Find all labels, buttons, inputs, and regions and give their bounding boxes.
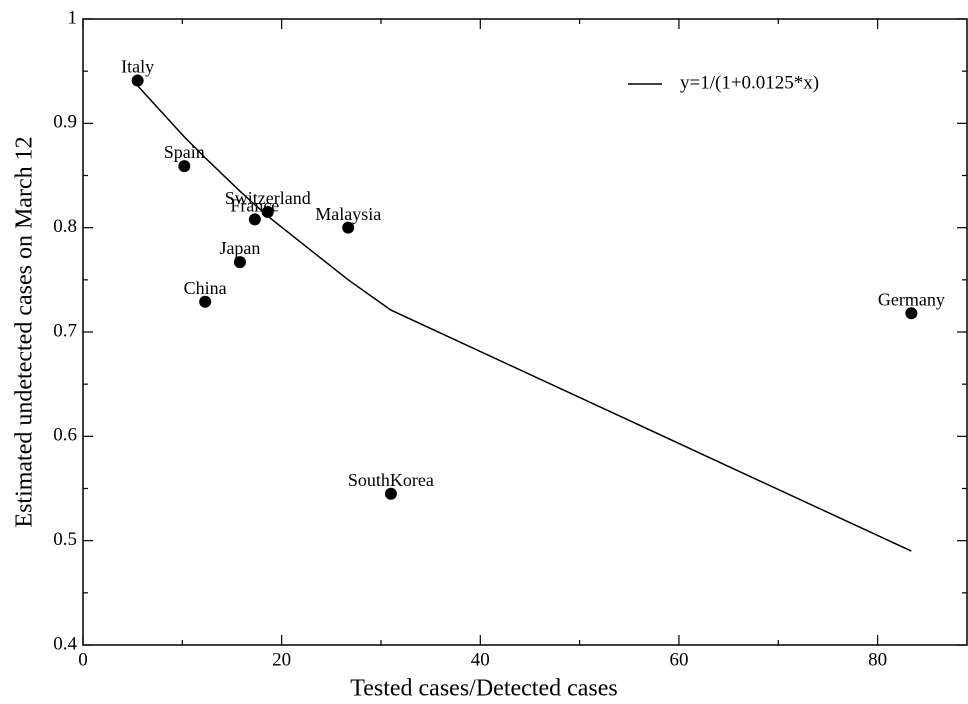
data-point: [384, 487, 397, 500]
point-label: China: [184, 278, 227, 298]
y-axis-title: Estimated undetected cases on March 12: [12, 136, 38, 527]
plot-frame: [82, 18, 968, 646]
point-label: SouthKorea: [348, 470, 434, 490]
point-label: Malaysia: [315, 204, 381, 224]
point-label: Japan: [219, 238, 260, 258]
x-tick-label: 60: [669, 649, 688, 670]
y-tick-label: 0.5: [53, 529, 77, 550]
point-label: Germany: [878, 289, 945, 309]
x-tick-label: 0: [78, 649, 88, 670]
y-tick-label: 0.4: [53, 633, 77, 654]
data-point: [248, 213, 261, 226]
x-tick-label: 40: [471, 649, 490, 670]
legend-label: y=1/(1+0.0125*x): [680, 72, 819, 93]
data-point: [199, 295, 212, 308]
y-tick-label: 0.8: [53, 216, 77, 237]
point-label: Switzerland: [225, 188, 311, 208]
data-point: [261, 206, 274, 219]
y-tick-label: 0.6: [53, 425, 77, 446]
fit-line: [137, 85, 912, 552]
x-tick-label: 20: [272, 649, 291, 670]
x-tick-label: 80: [868, 649, 887, 670]
x-axis-title: Tested cases/Detected cases: [350, 676, 618, 702]
data-point: [905, 307, 918, 320]
y-tick-label: 0.7: [53, 320, 77, 341]
point-label: France: [230, 195, 279, 215]
y-tick-label: 0.9: [53, 112, 77, 133]
y-tick-label: 1: [68, 7, 78, 28]
point-label: Spain: [164, 142, 205, 162]
data-point: [131, 74, 144, 87]
data-point: [233, 256, 246, 269]
data-point: [342, 221, 355, 234]
point-label: Italy: [121, 57, 154, 77]
data-point: [178, 160, 191, 173]
